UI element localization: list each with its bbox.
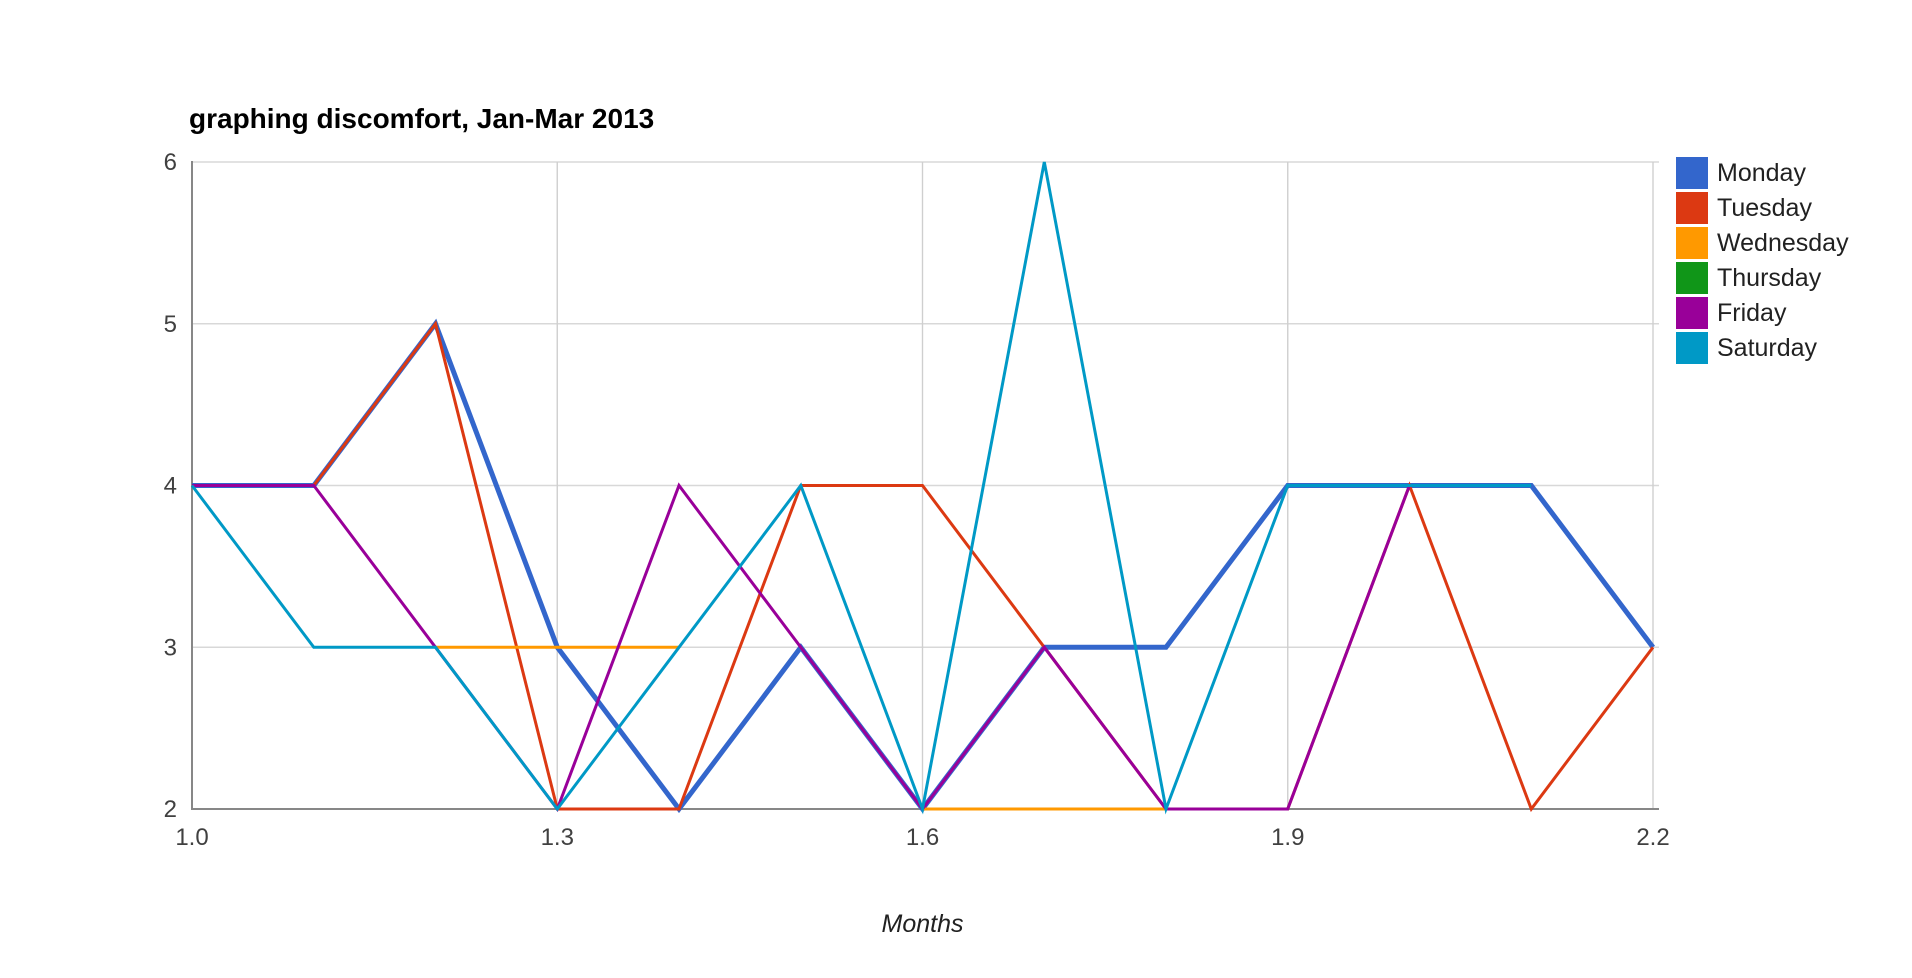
legend-swatch-tuesday (1676, 192, 1708, 224)
legend-swatch-friday (1676, 297, 1708, 329)
x-tick-label-2.2: 2.2 (1636, 824, 1669, 851)
legend-item-tuesday[interactable]: Tuesday (1676, 192, 1849, 224)
legend-label: Saturday (1717, 333, 1818, 362)
chart-title: graphing discomfort, Jan-Mar 2013 (189, 103, 655, 134)
series-line-friday[interactable] (192, 482, 1532, 813)
x-tick-label-1.3: 1.3 (541, 824, 574, 851)
x-tick-label-1.0: 1.0 (175, 824, 208, 851)
legend-label: Wednesday (1717, 228, 1849, 257)
y-tick-label-3: 3 (164, 634, 177, 661)
legend: Monday Tuesday Wednesday Thursday Friday Satu… (1676, 157, 1849, 367)
legend-label: Monday (1717, 158, 1806, 187)
x-tick-label-1.9: 1.9 (1271, 824, 1304, 851)
x-axis-title: Months (881, 910, 964, 938)
series-line-wednesday[interactable] (435, 645, 1167, 811)
y-tick-label-4: 4 (164, 473, 177, 500)
x-tick-label-1.6: 1.6 (906, 824, 939, 851)
legend-label: Tuesday (1717, 193, 1812, 222)
legend-swatch-monday (1676, 157, 1708, 189)
legend-item-wednesday[interactable]: Wednesday (1676, 227, 1849, 259)
legend-swatch-thursday (1676, 262, 1708, 294)
legend-swatch-saturday (1676, 332, 1708, 364)
legend-item-thursday[interactable]: Thursday (1676, 262, 1849, 294)
legend-label: Thursday (1717, 263, 1822, 292)
legend-label: Friday (1717, 298, 1787, 327)
legend-swatch-wednesday (1676, 227, 1708, 259)
legend-item-saturday[interactable]: Saturday (1676, 332, 1849, 364)
legend-item-monday[interactable]: Monday (1676, 157, 1849, 189)
y-tick-label-2: 2 (164, 796, 177, 823)
y-tick-label-6: 6 (164, 149, 177, 176)
y-tick-label-5: 5 (164, 311, 177, 338)
series-line-saturday[interactable] (190, 161, 1532, 815)
legend-item-friday[interactable]: Friday (1676, 297, 1849, 329)
